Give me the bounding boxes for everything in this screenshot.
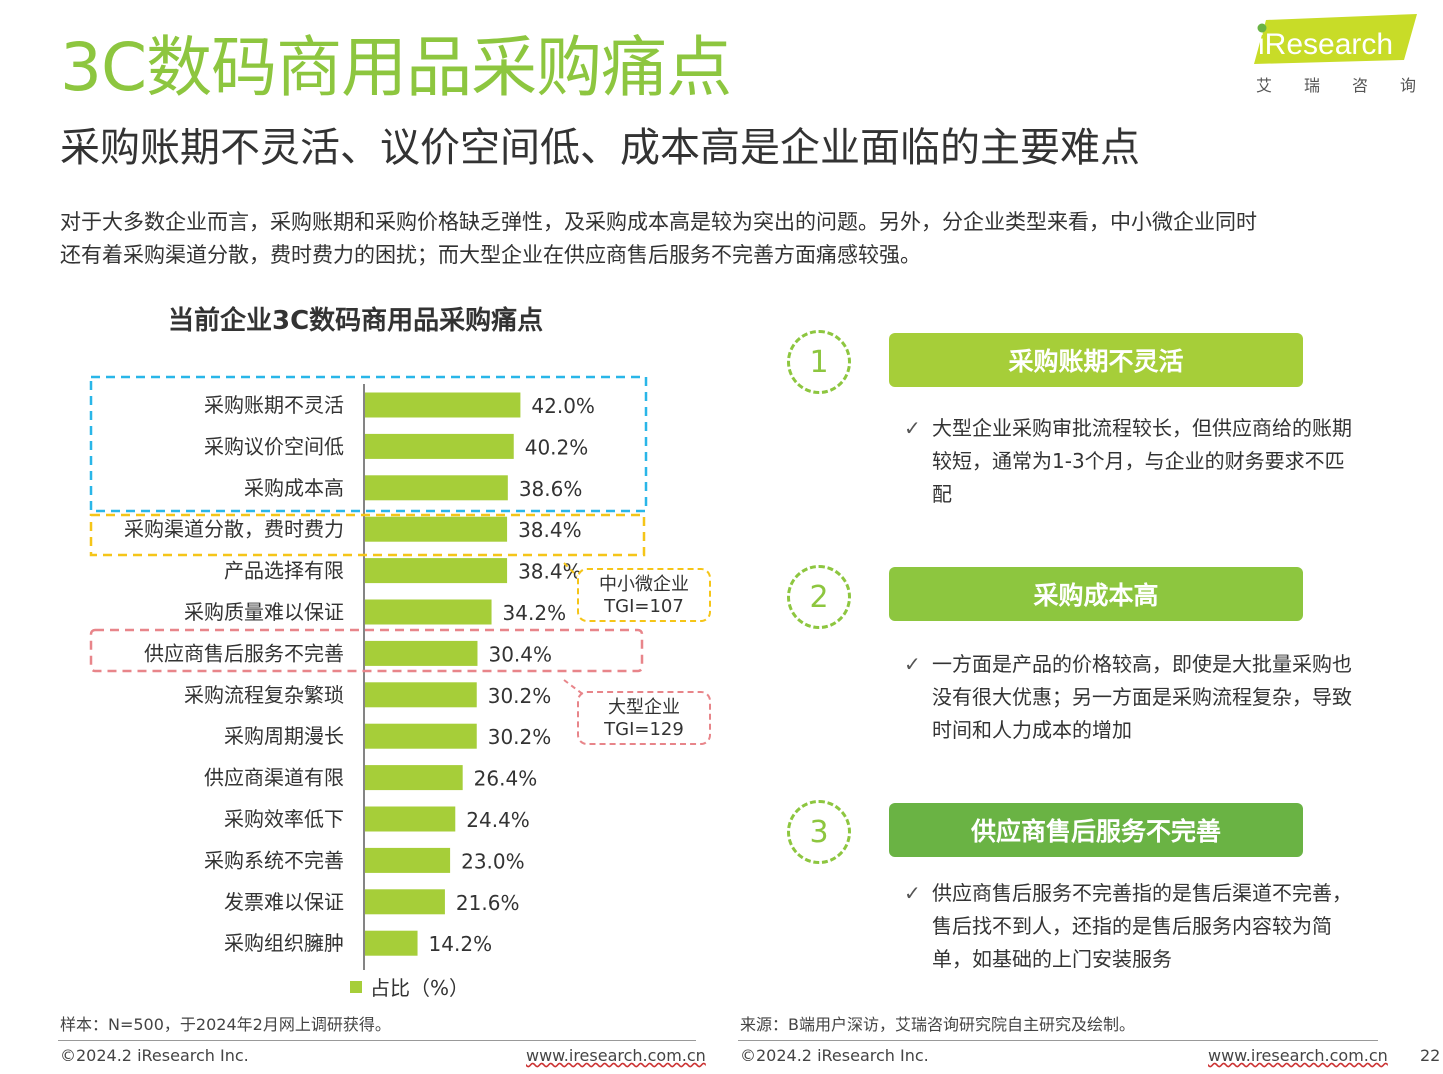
- value-label: 14.2%: [429, 932, 493, 956]
- category-label: 供应商售后服务不完善: [144, 641, 344, 665]
- value-label: 30.2%: [488, 684, 552, 708]
- description-line: 还有着采购渠道分散，费时费力的困扰；而大型企业在供应商售后服务不完善方面痛感较强…: [60, 243, 921, 267]
- page-description: 对于大多数企业而言，采购账期和采购价格缺乏弹性，及采购成本高是较为突出的问题。另…: [60, 206, 1380, 272]
- check-icon: ✓: [904, 652, 921, 676]
- logo-char: 询: [1399, 76, 1416, 95]
- point-title-1: 采购账期不灵活: [889, 333, 1303, 387]
- large-tgi-value: TGI=129: [604, 719, 684, 740]
- value-label: 40.2%: [525, 435, 589, 459]
- category-label: 供应商渠道有限: [204, 766, 344, 790]
- bar: [365, 682, 477, 708]
- large-tgi-label: 大型企业: [608, 697, 680, 718]
- value-label: 21.6%: [456, 891, 520, 915]
- category-label: 采购质量难以保证: [184, 600, 344, 624]
- bar: [365, 558, 508, 584]
- bar: [365, 475, 508, 501]
- point-title-3: 供应商售后服务不完善: [889, 803, 1303, 857]
- value-label: 38.4%: [518, 560, 582, 584]
- category-label: 采购议价空间低: [204, 434, 344, 458]
- bar: [365, 516, 508, 542]
- value-label: 38.6%: [519, 477, 583, 501]
- point-number-2: 2: [787, 565, 851, 629]
- bar: [365, 599, 492, 625]
- category-label: 采购流程复杂繁琐: [184, 683, 344, 707]
- bar-chart: 采购账期不灵活 42.0% 采购议价空间低 40.2% 采购成本高 38.6% 采购渠道分散…: [89, 375, 648, 970]
- bar: [365, 806, 456, 832]
- website-link-left[interactable]: www.iresearch.com.cn: [526, 1046, 706, 1065]
- category-label: 采购渠道分散，费时费力: [124, 517, 344, 541]
- point-number-1: 1: [787, 330, 851, 394]
- point-title-2: 采购成本高: [889, 567, 1303, 621]
- page-subtitle: 采购账期不灵活、议价空间低、成本高是企业面临的主要难点: [60, 125, 1140, 171]
- large-highlight-box: [89, 628, 644, 673]
- point-body: 大型企业采购审批流程较长，但供应商给的账期较短，通常为1-3个月，与企业的财务要…: [932, 416, 1352, 506]
- category-label: 产品选择有限: [224, 559, 344, 583]
- bar: [365, 640, 478, 666]
- logo-text: iResearch: [1258, 28, 1393, 61]
- copyright-left: ©2024.2 iResearch Inc.: [60, 1046, 249, 1065]
- point-text-2: ✓ 一方面是产品的价格较高，即使是大批量采购也没有很大优惠；另一方面是采购流程复…: [904, 648, 1352, 747]
- bar: [365, 765, 463, 791]
- sme-tgi-value: TGI=107: [604, 596, 684, 617]
- point-number-3: 3: [787, 800, 851, 864]
- point-body: 一方面是产品的价格较高，即使是大批量采购也没有很大优惠；另一方面是采购流程复杂，…: [932, 652, 1352, 742]
- source-note: 来源：B端用户深访，艾瑞咨询研究院自主研究及绘制。: [740, 1015, 1135, 1034]
- sme-highlight-box: [89, 513, 646, 557]
- category-label: 采购成本高: [244, 476, 344, 500]
- value-label: 38.4%: [518, 518, 582, 542]
- check-icon: ✓: [904, 881, 921, 905]
- legend-label: 占比（%）: [370, 976, 470, 1000]
- category-label: 采购组织臃肿: [224, 931, 344, 955]
- category-label: 采购周期漫长: [224, 724, 344, 748]
- check-icon: ✓: [904, 416, 921, 440]
- point-text-1: ✓ 大型企业采购审批流程较长，但供应商给的账期较短，通常为1-3个月，与企业的财…: [904, 412, 1352, 511]
- point-text-3: ✓ 供应商售后服务不完善指的是售后渠道不完善，售后找不到人，还指的是售后服务内容…: [904, 877, 1352, 976]
- bar: [365, 889, 445, 915]
- footer-divider: [738, 1040, 1378, 1041]
- page-number: 22: [1420, 1046, 1441, 1065]
- category-label: 采购账期不灵活: [204, 393, 344, 417]
- description-line: 对于大多数企业而言，采购账期和采购价格缺乏弹性，及采购成本高是较为突出的问题。另…: [60, 210, 1257, 234]
- logo-mark: iResearch: [1254, 14, 1417, 64]
- point-body: 供应商售后服务不完善指的是售后渠道不完善，售后找不到人，还指的是售后服务内容较为…: [932, 881, 1352, 971]
- value-label: 23.0%: [461, 849, 525, 873]
- bar: [365, 392, 521, 418]
- bar: [365, 847, 451, 873]
- chart-legend: 占比（%）: [350, 972, 469, 1001]
- value-label: 26.4%: [474, 767, 538, 791]
- logo-char: 艾: [1256, 76, 1273, 95]
- bar: [365, 433, 514, 459]
- sme-tgi-callout: 中小微企业 TGI=107: [577, 568, 711, 622]
- legend-swatch: [350, 980, 362, 993]
- copyright-right: ©2024.2 iResearch Inc.: [740, 1046, 929, 1065]
- logo-char: 咨: [1351, 76, 1368, 95]
- logo-subtitle: 艾 瑞 咨 询: [1256, 72, 1416, 96]
- chart-title: 当前企业3C数码商用品采购痛点: [168, 306, 544, 336]
- value-label: 30.4%: [488, 642, 552, 666]
- category-label: 发票难以保证: [224, 890, 344, 914]
- value-label: 34.2%: [503, 601, 567, 625]
- sme-tgi-label: 中小微企业: [599, 574, 689, 595]
- footer-divider: [58, 1040, 696, 1041]
- top3-highlight-box: [89, 375, 648, 513]
- logo-char: 瑞: [1303, 76, 1320, 95]
- value-label: 24.4%: [466, 808, 530, 832]
- category-label: 采购系统不完善: [204, 848, 344, 872]
- bar: [365, 723, 477, 749]
- bar: [365, 930, 418, 956]
- value-label: 30.2%: [488, 725, 552, 749]
- value-label: 42.0%: [531, 394, 595, 418]
- iresearch-logo: iResearch 艾 瑞 咨 询: [1254, 14, 1419, 98]
- sample-note: 样本：N=500，于2024年2月网上调研获得。: [60, 1015, 391, 1034]
- category-label: 采购效率低下: [224, 807, 344, 831]
- page-title: 3C数码商用品采购痛点: [60, 29, 732, 106]
- website-link-right[interactable]: www.iresearch.com.cn: [1208, 1046, 1388, 1065]
- large-tgi-callout: 大型企业 TGI=129: [577, 691, 711, 745]
